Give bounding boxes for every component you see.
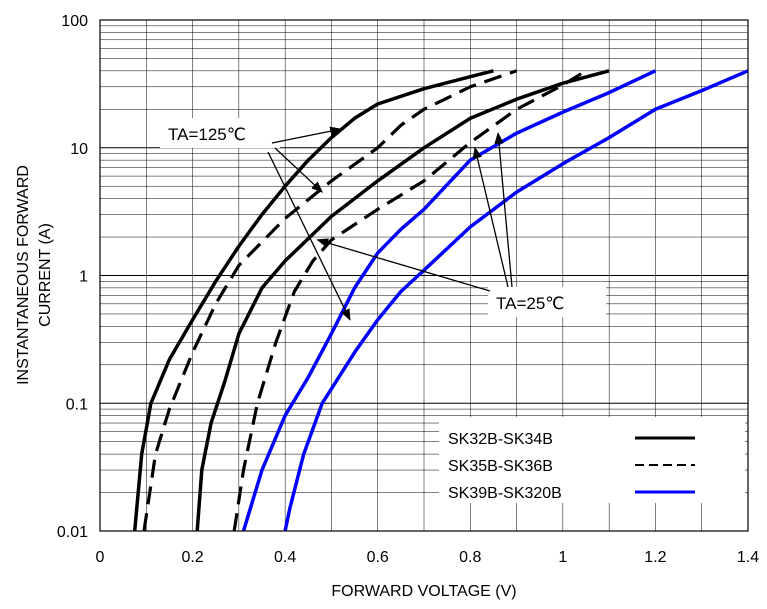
annotation-ta-125: TA=125℃ <box>168 125 246 144</box>
y-axis-title-line-1: INSTANTANEOUS FORWARD <box>15 165 32 385</box>
annotation-arrow <box>271 126 342 144</box>
annotation-arrow <box>274 147 324 193</box>
legend-box <box>439 417 745 503</box>
series-line-5 <box>283 69 749 532</box>
x-axis-title: FORWARD VOLTAGE (V) <box>331 583 516 600</box>
y-tick-label: 100 <box>61 13 88 30</box>
series-line-4 <box>241 69 657 532</box>
y-tick-label: 1 <box>79 269 88 286</box>
legend: SK32B-SK34B SK35B-SK36B SK39B-SK320B <box>439 417 745 503</box>
legend-label-sk39b-sk320b: SK39B-SK320B <box>448 485 562 502</box>
x-tick-label: 0.6 <box>367 549 389 566</box>
annotation-arrow <box>494 132 513 288</box>
x-tick-label: 0.8 <box>459 549 481 566</box>
y-tick-label: 10 <box>70 141 88 158</box>
annotation-25-bg <box>488 287 606 317</box>
annotation-arrow <box>267 151 351 321</box>
annotation-ta-25: TA=25℃ <box>496 294 564 313</box>
legend-label-sk35b-sk36b: SK35B-SK36B <box>448 458 553 475</box>
x-tick-label: 0.2 <box>181 549 203 566</box>
x-tick-labels: 0 0.2 0.4 0.6 0.8 1 1.2 1.4 <box>96 549 760 566</box>
x-tick-label: 1 <box>558 549 567 566</box>
grid <box>100 20 748 531</box>
y-tick-labels: 0.01 0.1 1 10 100 <box>57 13 88 541</box>
x-tick-label: 1.2 <box>644 549 666 566</box>
series-line-3 <box>232 69 587 532</box>
plot-frame <box>99 19 749 532</box>
y-tick-label: 0.01 <box>57 524 88 541</box>
legend-label-sk32b-sk34b: SK32B-SK34B <box>448 431 553 448</box>
series-line-0 <box>132 69 494 532</box>
annotation-arrows <box>267 126 513 321</box>
x-tick-label: 0.4 <box>274 549 296 566</box>
y-tick-label: 0.1 <box>66 396 88 413</box>
series-group <box>132 69 749 532</box>
annotation-arrow <box>472 146 509 288</box>
annotation-125-bg <box>160 118 280 148</box>
y-axis-title-line-2: CURRENT (A) <box>37 223 54 327</box>
x-tick-label: 0 <box>96 549 105 566</box>
annotation-arrow <box>316 238 491 292</box>
series-line-1 <box>142 69 518 532</box>
x-tick-label: 1.4 <box>737 549 759 566</box>
series-line-2 <box>195 69 610 532</box>
annotations: TA=125℃ TA=25℃ <box>160 118 606 321</box>
